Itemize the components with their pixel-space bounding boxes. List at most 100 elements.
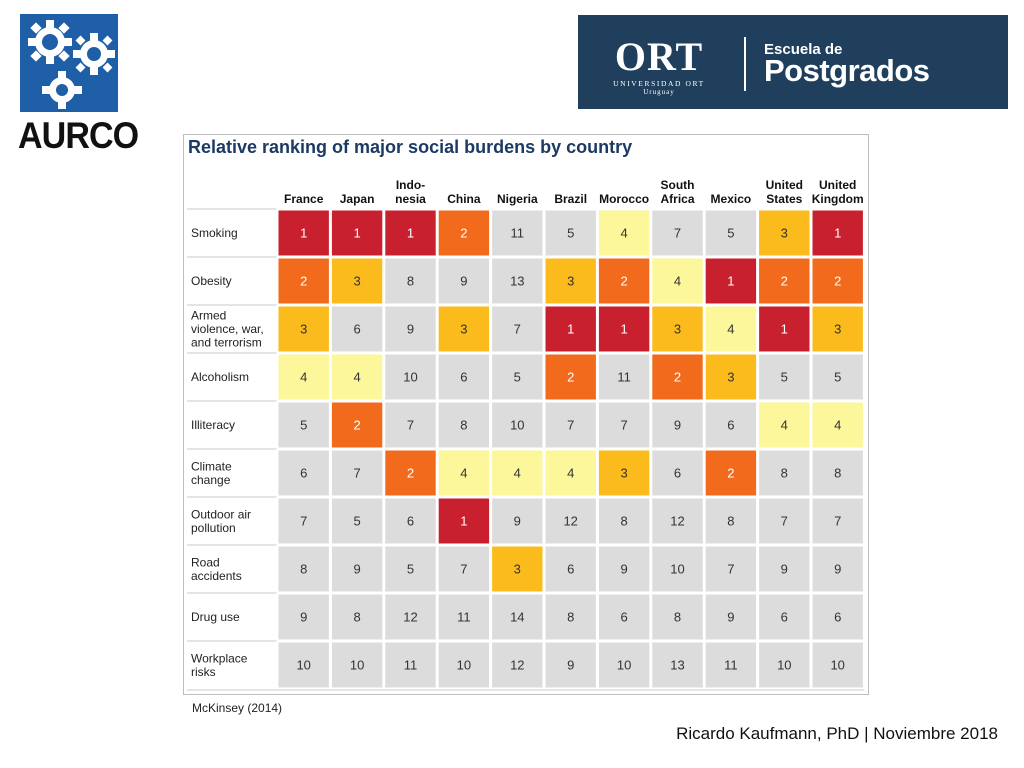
heatmap-cell [383,208,438,258]
heatmap-cell [650,352,705,402]
heatmap-cell [329,208,385,258]
cell-value-label: 12 [510,658,524,673]
cell-value-label: 3 [353,274,360,289]
cell-value-label: 7 [460,562,467,577]
heatmap-cell [383,496,438,546]
cell-value-label: 10 [296,658,310,673]
cell-value-label: 7 [300,514,307,529]
source-note: McKinsey (2014) [192,701,283,715]
cell-value-label: 10 [510,418,524,433]
row-label: Armed violence, war, and terrorism [191,309,264,350]
column-header: China [447,192,481,206]
heatmap-cell [329,256,385,306]
row-label-background [187,450,274,496]
column-header: South Africa [660,178,694,206]
heatmap-cell [757,640,812,690]
row-label-background [187,354,274,400]
row-label-background [187,258,274,304]
cell-value-label: 2 [727,466,734,481]
cell-value-label: 8 [407,274,414,289]
cell-value-label: 8 [620,514,627,529]
heatmap-cell [757,400,812,450]
cell-value-label: 5 [727,226,734,241]
cell-value-label: 5 [834,370,841,385]
ort-school-line1: Escuela de [764,41,843,58]
cell-value-label: 3 [781,226,788,241]
cell-value-label: 13 [670,658,684,673]
heatmap-cell [383,352,438,402]
cell-value-label: 7 [620,418,627,433]
cell-value-label: 9 [674,418,681,433]
heatmap-cell [757,592,812,642]
heatmap-cell [596,640,652,690]
cell-value-label: 9 [620,562,627,577]
heatmap-cell [596,496,652,546]
heatmap-cell [383,640,438,690]
row-label-background [187,546,274,592]
cell-value-label: 10 [670,562,684,577]
heatmap-cell [810,400,865,450]
cell-value-label: 8 [460,418,467,433]
row-label: Illiteracy [191,418,235,432]
cell-value-label: 7 [407,418,414,433]
ort-country: Uruguay [643,88,675,96]
cell-value-label: 7 [514,322,521,337]
heatmap-cell [329,352,385,402]
row-label: Drug use [191,610,240,624]
heatmap-cell [276,208,331,258]
cell-value-label: 1 [353,226,360,241]
cell-value-label: 5 [407,562,414,577]
cell-value-label: 9 [567,658,574,673]
cell-value-label: 14 [510,610,524,625]
cell-value-label: 5 [300,418,307,433]
heatmap-cell [596,544,652,594]
cell-value-label: 11 [511,226,525,241]
heatmap-cell [810,208,865,258]
heatmap-cell [383,544,438,594]
heatmap-cell [757,352,812,402]
heatmap-cell [810,304,865,354]
cell-value-label: 6 [567,562,574,577]
heatmap-cell [650,448,705,498]
cell-value-label: 4 [727,322,734,337]
heatmap-cell [436,208,492,258]
row-label: Smoking [191,226,238,240]
heatmap-cell [810,544,865,594]
cell-value-label: 3 [300,322,307,337]
cell-value-label: 10 [403,370,417,385]
aurco-wordmark: AURCO [18,115,139,156]
heatmap-cell [596,448,652,498]
heatmap-cell [436,544,492,594]
heatmap-cell [436,640,492,690]
heatmap-cell [490,304,545,354]
cell-value-label: 9 [407,322,414,337]
ort-banner: ORT UNIVERSIDAD ORT Uruguay Escuela de P… [578,15,1008,109]
heatmap-cell [436,496,492,546]
column-header: Japan [340,192,375,206]
heatmap-cell [596,400,652,450]
cell-value-label: 1 [407,226,414,241]
column-header: Nigeria [497,192,538,206]
heatmap-cell [490,496,545,546]
gears-icon [20,14,118,112]
row-label-background [187,210,274,256]
cell-value-label: 6 [460,370,467,385]
cell-value-label: 11 [457,610,471,625]
heatmap-panel: France Japan Indo-nesia China Nigeria Brazil M… [183,134,869,695]
heatmap-cell [329,640,385,690]
heatmap-cell [490,400,545,450]
cell-value-label: 8 [727,514,734,529]
cell-value-label: 9 [781,562,788,577]
heatmap-cell [329,448,385,498]
cell-value-label: 3 [674,322,681,337]
cell-value-label: 2 [620,274,627,289]
cell-value-label: 7 [781,514,788,529]
ort-school-line2: Postgrados [764,53,930,88]
cell-value-label: 1 [620,322,627,337]
cell-value-label: 9 [727,610,734,625]
column-header: Indo-nesia [395,178,426,206]
cell-value-label: 6 [300,466,307,481]
cell-value-label: 6 [781,610,788,625]
cell-value-label: 7 [674,226,681,241]
cell-value-label: 12 [403,610,417,625]
